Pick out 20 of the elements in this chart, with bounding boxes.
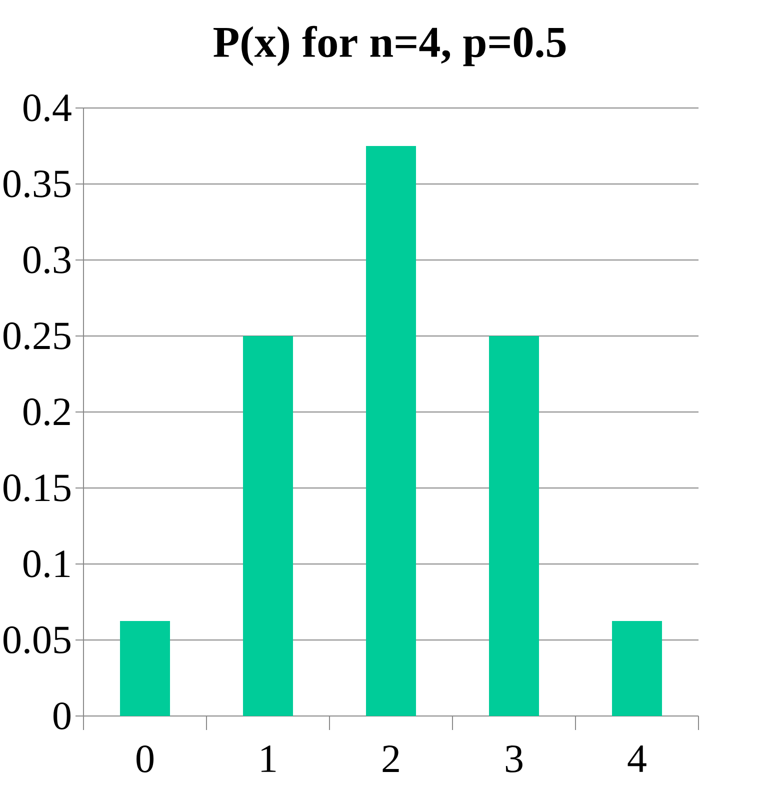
y-tick-label: 0: [54, 702, 70, 730]
y-tick-label: 0.15: [4, 474, 70, 502]
x-tick-label: 1: [262, 746, 276, 772]
x-tick-label: 4: [628, 746, 646, 772]
x-tick-label: 0: [136, 746, 154, 773]
y-tick-label: 0.4: [24, 94, 72, 122]
y-tick-label: 0.25: [4, 322, 70, 350]
y-tick-label: 0.05: [4, 626, 70, 654]
chart-title: P(x) for n=4, p=0.5: [214, 26, 566, 66]
x-tick-label: 3: [506, 746, 522, 772]
bar: [489, 336, 540, 716]
y-tick-label: 0.1: [24, 550, 70, 578]
y-tick-label: 0.2: [24, 398, 70, 426]
y-tick-label: 0.35: [4, 170, 70, 198]
bar: [366, 146, 416, 716]
x-tick-label: 2: [382, 746, 399, 772]
bar: [612, 620, 662, 716]
bar: [243, 336, 293, 716]
bar: [120, 620, 170, 716]
y-tick-label: 0.3: [24, 246, 70, 274]
